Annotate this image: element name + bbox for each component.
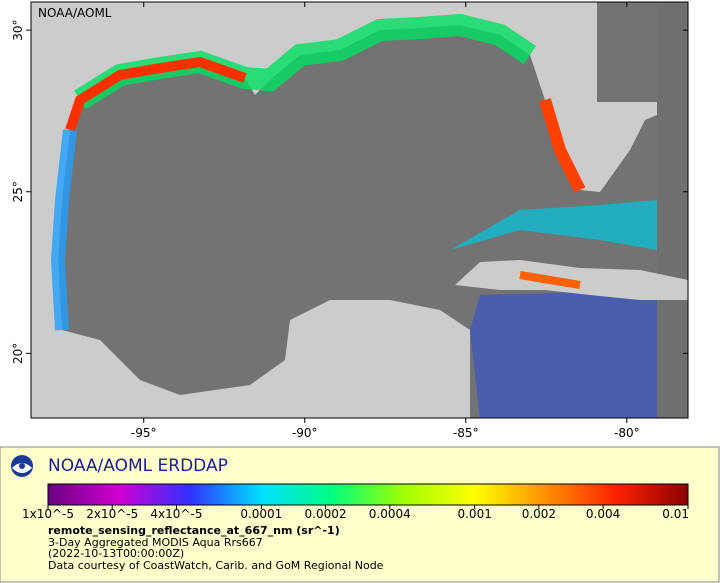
legend-line: 3-Day Aggregated MODIS Aqua Rrs667 xyxy=(48,536,263,549)
coastal-band xyxy=(519,271,581,289)
caribbean-band xyxy=(470,290,657,418)
no-data xyxy=(657,2,688,418)
lat-tick-label: 25° xyxy=(11,181,25,202)
lon-tick-label: -95° xyxy=(131,426,157,440)
colorbar-tick-label: 0.0002 xyxy=(305,507,347,521)
coastal-band xyxy=(539,98,586,193)
map-frame xyxy=(30,1,689,419)
colorbar-ticks: 1x10^-5 2x10^-5 4x10^-5 0.0001 0.0002 0.0004 0… xyxy=(22,505,689,521)
straits-band xyxy=(450,200,657,250)
variable-name: remote_sensing_reflectance_at_667_nm (sr… xyxy=(48,524,340,537)
source-label: NOAA/AOML xyxy=(38,6,112,20)
colorbar-tick-label: 0.01 xyxy=(662,507,689,521)
coastal-band xyxy=(65,56,247,132)
legend-panel xyxy=(0,446,720,583)
lon-tick-label: -90° xyxy=(292,426,318,440)
lat-tick-label: 30° xyxy=(11,19,25,40)
colorbar-tick-label: 0.0001 xyxy=(240,507,282,521)
colorbar-tick-label: 0.002 xyxy=(522,507,556,521)
lat-tick-label: 20° xyxy=(11,343,25,364)
coastal-band xyxy=(50,129,77,331)
axes: -95° -90° -85° -80° 20° 25° 30° xyxy=(11,2,688,440)
legend-line: (2022-10-13T00:00:00Z) xyxy=(48,547,184,560)
legend-title: NOAA/AOML ERDDAP xyxy=(48,456,228,476)
colorbar-tick-label: 0.0004 xyxy=(369,507,411,521)
noaa-logo xyxy=(11,455,33,477)
legend-line: Data courtesy of CoastWatch, Carib. and … xyxy=(48,559,384,572)
lon-tick-label: -85° xyxy=(453,426,479,440)
colorbar-tick-label: 0.001 xyxy=(457,507,491,521)
map-area xyxy=(31,2,688,418)
colorbar-tick-label: 0.004 xyxy=(586,507,620,521)
lon-tick-label: -80° xyxy=(614,426,640,440)
atlantic xyxy=(597,2,657,102)
label-bg xyxy=(31,2,126,22)
colorbar-tick-label: 1x10^-5 xyxy=(22,507,74,521)
colorbar-tick-label: 4x10^-5 xyxy=(150,507,202,521)
colorbar xyxy=(47,483,689,506)
colorbar-tick-label: 2x10^-5 xyxy=(86,507,138,521)
